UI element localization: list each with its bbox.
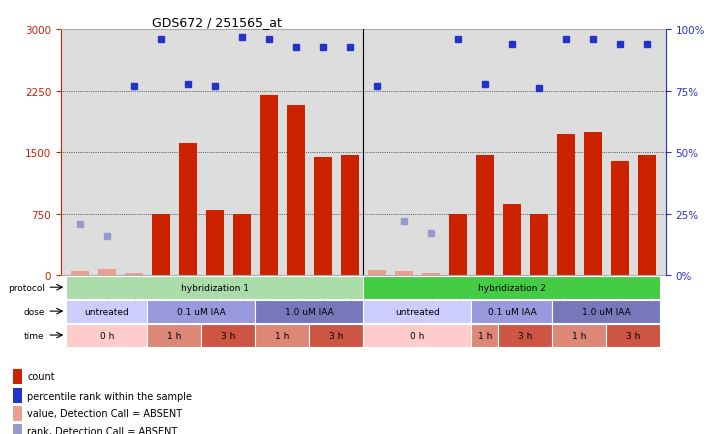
Text: 3 h: 3 h bbox=[518, 331, 533, 340]
Bar bbox=[368, 270, 386, 276]
Bar bbox=[201, 324, 256, 347]
Bar bbox=[147, 300, 256, 323]
Bar bbox=[13, 424, 22, 434]
Bar bbox=[476, 155, 494, 276]
Bar bbox=[67, 300, 147, 323]
Text: hybridization 2: hybridization 2 bbox=[478, 283, 546, 292]
Text: 1.0 uM IAA: 1.0 uM IAA bbox=[285, 307, 334, 316]
Text: 1 h: 1 h bbox=[167, 331, 181, 340]
Bar bbox=[13, 406, 22, 421]
Bar bbox=[553, 300, 660, 323]
Bar bbox=[67, 324, 147, 347]
Bar bbox=[422, 273, 440, 276]
Bar bbox=[98, 269, 115, 276]
Bar bbox=[71, 272, 89, 276]
Text: 0 h: 0 h bbox=[410, 331, 425, 340]
Bar bbox=[256, 300, 364, 323]
Bar bbox=[449, 214, 467, 276]
Text: untreated: untreated bbox=[395, 307, 440, 316]
Bar bbox=[147, 324, 201, 347]
Bar bbox=[471, 300, 553, 323]
Bar bbox=[553, 324, 606, 347]
Text: GDS672 / 251565_at: GDS672 / 251565_at bbox=[152, 16, 281, 29]
Text: protocol: protocol bbox=[8, 283, 44, 292]
Text: 0 h: 0 h bbox=[100, 331, 114, 340]
Bar bbox=[364, 300, 471, 323]
Bar bbox=[287, 105, 304, 276]
Text: time: time bbox=[24, 331, 44, 340]
Bar bbox=[364, 324, 471, 347]
Bar bbox=[395, 271, 412, 276]
Bar bbox=[638, 155, 656, 276]
Text: 3 h: 3 h bbox=[329, 331, 344, 340]
Bar bbox=[67, 276, 364, 299]
Text: rank, Detection Call = ABSENT: rank, Detection Call = ABSENT bbox=[27, 426, 178, 434]
Text: untreated: untreated bbox=[84, 307, 129, 316]
Bar bbox=[256, 324, 309, 347]
Bar bbox=[152, 214, 170, 276]
Text: 3 h: 3 h bbox=[221, 331, 236, 340]
Bar bbox=[557, 135, 575, 276]
Text: 1 h: 1 h bbox=[572, 331, 586, 340]
Text: percentile rank within the sample: percentile rank within the sample bbox=[27, 391, 192, 401]
Bar bbox=[233, 214, 251, 276]
Bar bbox=[584, 132, 601, 276]
Bar bbox=[13, 369, 22, 384]
Text: value, Detection Call = ABSENT: value, Detection Call = ABSENT bbox=[27, 408, 182, 418]
Bar bbox=[530, 214, 548, 276]
Text: count: count bbox=[27, 372, 54, 381]
Bar bbox=[309, 324, 363, 347]
Text: 1 h: 1 h bbox=[478, 331, 492, 340]
Text: 1 h: 1 h bbox=[275, 331, 289, 340]
Bar bbox=[606, 324, 660, 347]
Bar bbox=[498, 324, 553, 347]
Bar bbox=[314, 158, 332, 276]
Bar bbox=[471, 324, 498, 347]
Text: hybridization 1: hybridization 1 bbox=[181, 283, 249, 292]
Bar bbox=[341, 155, 359, 276]
Bar bbox=[503, 204, 521, 276]
Text: dose: dose bbox=[23, 307, 44, 316]
Text: 0.1 uM IAA: 0.1 uM IAA bbox=[177, 307, 226, 316]
Text: 3 h: 3 h bbox=[626, 331, 641, 340]
Bar bbox=[13, 388, 22, 403]
Text: 0.1 uM IAA: 0.1 uM IAA bbox=[488, 307, 536, 316]
Bar bbox=[364, 276, 660, 299]
Bar bbox=[206, 210, 223, 276]
Bar bbox=[179, 143, 197, 276]
Text: 1.0 uM IAA: 1.0 uM IAA bbox=[582, 307, 631, 316]
Bar bbox=[260, 96, 278, 276]
Bar bbox=[611, 161, 629, 276]
Bar bbox=[125, 273, 142, 276]
